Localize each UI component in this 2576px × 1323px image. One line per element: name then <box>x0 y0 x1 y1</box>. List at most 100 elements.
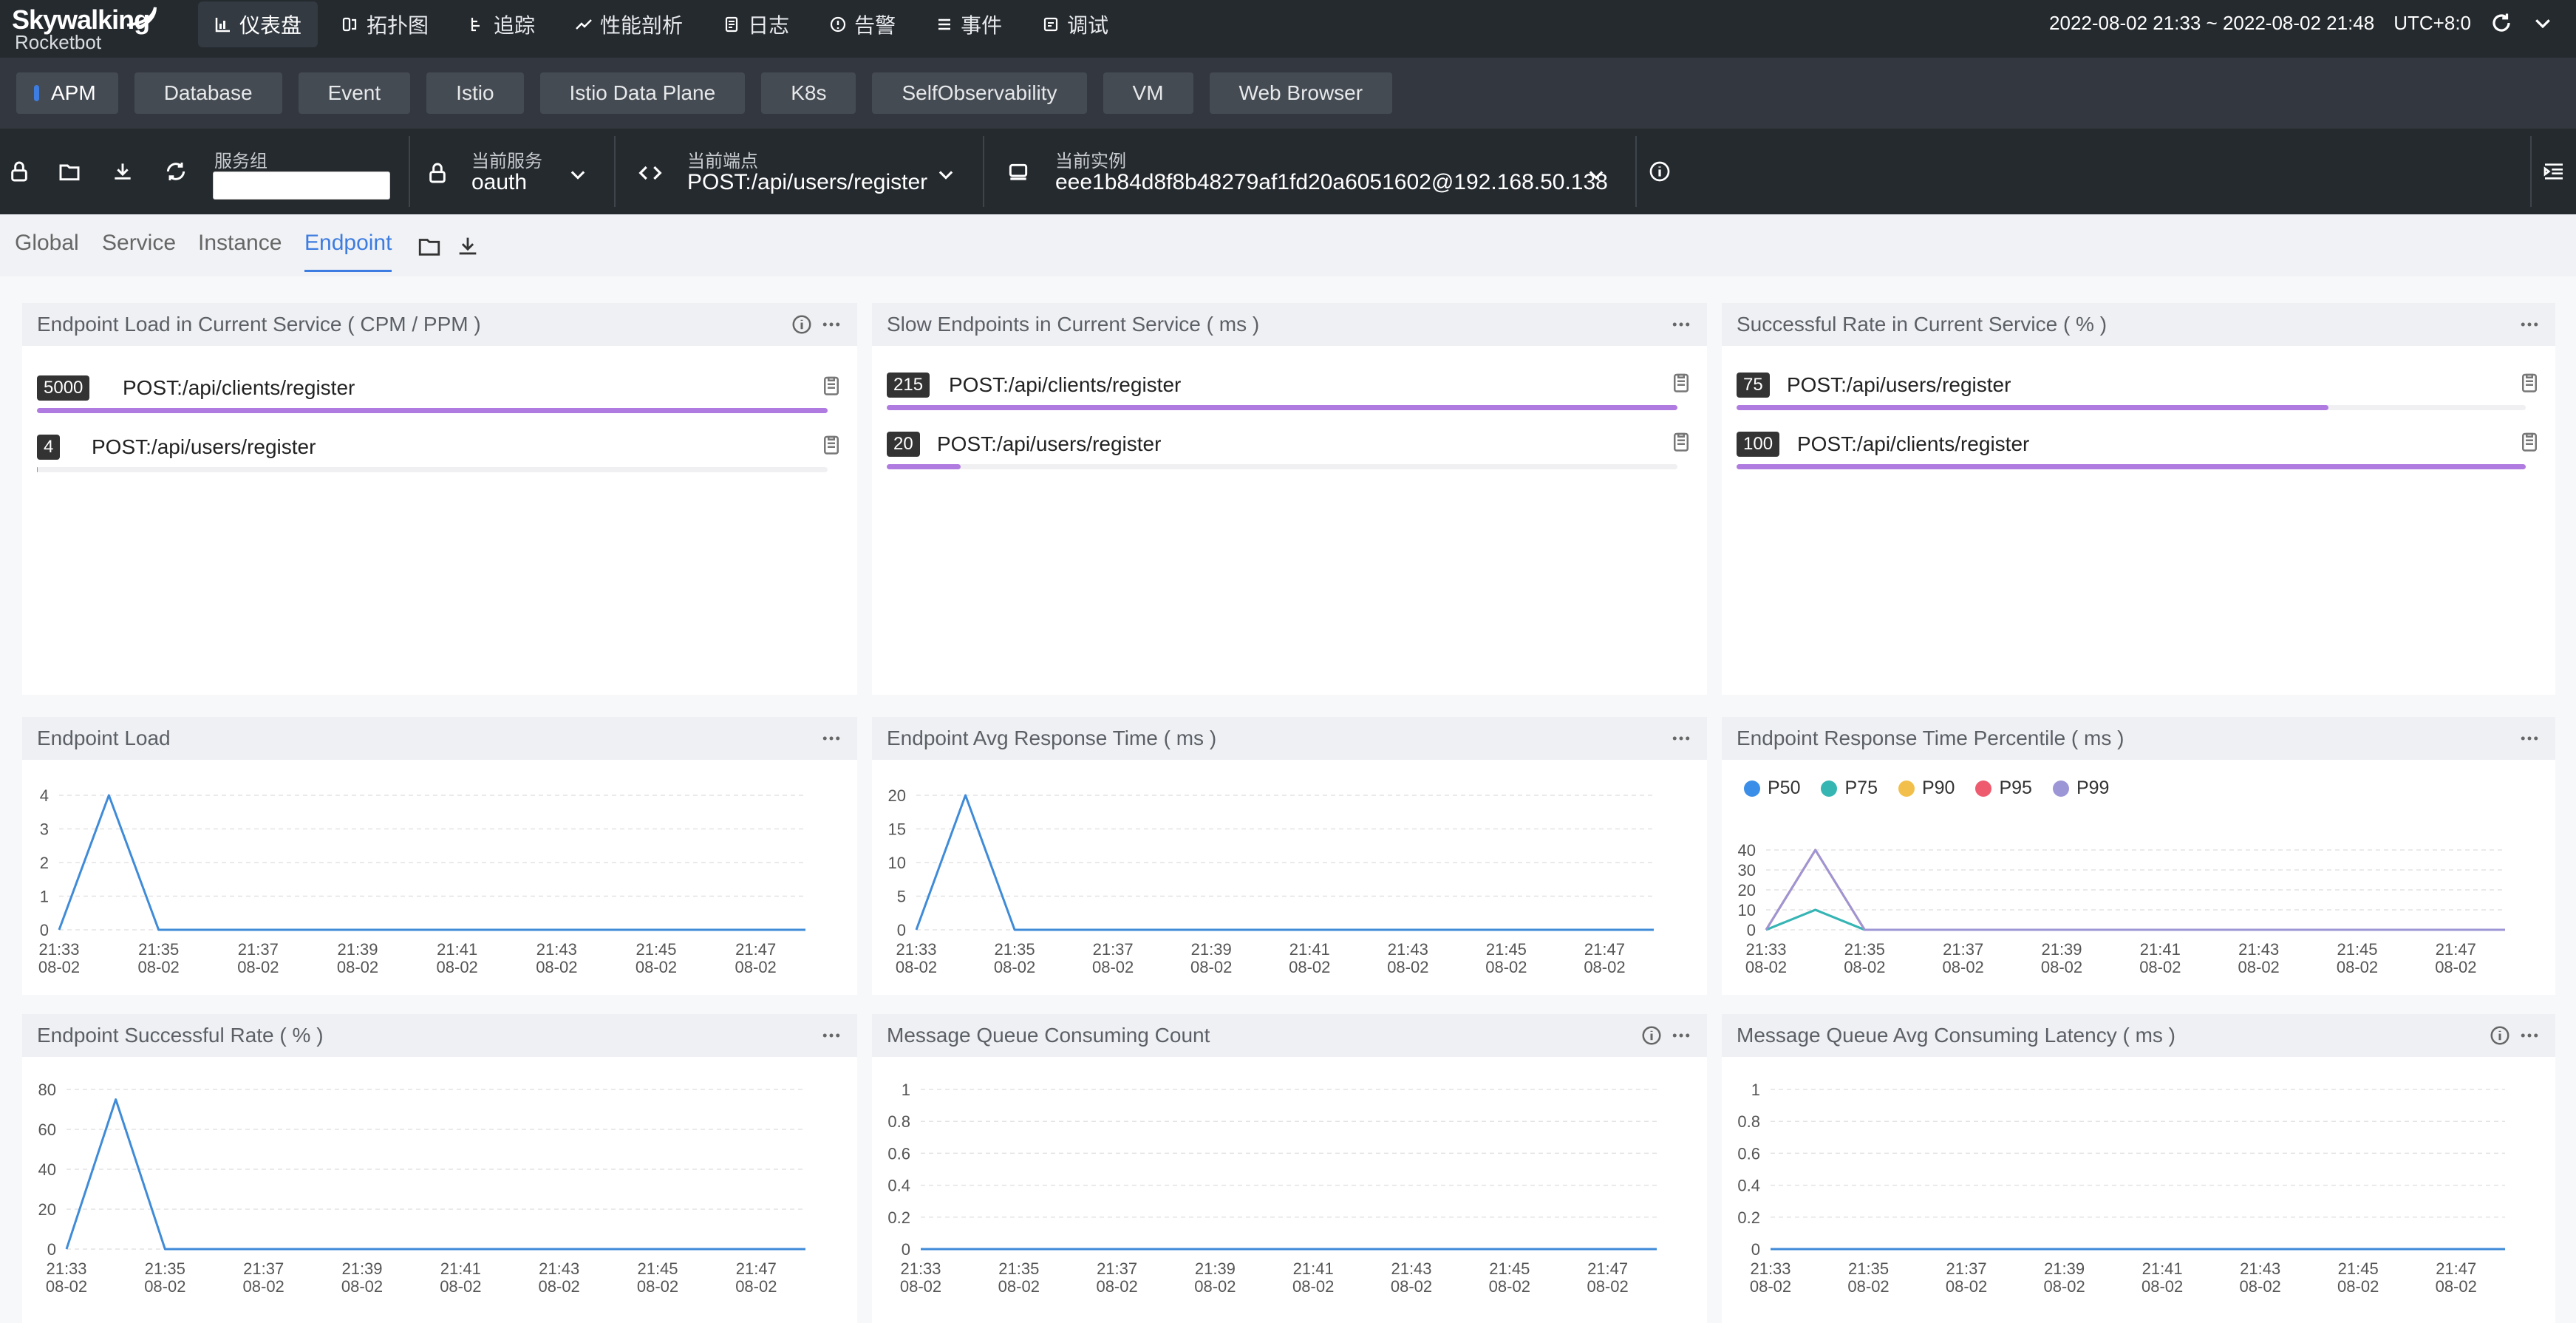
widget-title-text: Message Queue Avg Consuming Latency ( ms… <box>1737 1024 2176 1047</box>
legend-item[interactable]: P50 <box>1744 778 1800 799</box>
x-tick-label: 21:37 <box>1097 1259 1137 1278</box>
widget-title: Message Queue Avg Consuming Latency ( ms… <box>1722 1014 2555 1057</box>
layer-tab-k8s[interactable]: K8s <box>761 72 856 114</box>
nav-trace-label: 追踪 <box>494 14 536 37</box>
more-icon[interactable] <box>820 1024 842 1047</box>
more-icon[interactable] <box>1670 1024 1692 1047</box>
legend-item[interactable]: P95 <box>1975 778 2032 799</box>
tab-global[interactable]: Global <box>15 231 79 255</box>
nav-log[interactable]: 日志 <box>706 1 805 47</box>
x-tick-label: 08-02 <box>237 958 279 976</box>
nav-debug[interactable]: 调试 <box>1026 1 1125 47</box>
layer-tab-apm[interactable]: APM <box>16 72 118 114</box>
nav-dashboard[interactable]: 仪表盘 <box>198 1 318 47</box>
indent-icon[interactable] <box>2542 160 2566 183</box>
x-tick-label: 08-02 <box>46 1277 87 1296</box>
legend-item[interactable]: P75 <box>1821 778 1878 799</box>
progress-fill <box>1737 464 2526 469</box>
y-tick-label: 0 <box>47 1240 56 1259</box>
more-icon[interactable] <box>2518 1024 2541 1047</box>
clipboard-icon[interactable] <box>820 373 842 398</box>
more-icon[interactable] <box>2518 313 2541 336</box>
x-tick-label: 08-02 <box>1391 1277 1432 1296</box>
tab-instance[interactable]: Instance <box>198 231 282 255</box>
layer-tab-istio-data-plane[interactable]: Istio Data Plane <box>539 72 746 114</box>
more-icon[interactable] <box>1670 313 1692 336</box>
nav-topology[interactable]: 拓扑图 <box>325 1 445 47</box>
nav-alarm[interactable]: 告警 <box>813 1 912 47</box>
layer-tab-selfobservability[interactable]: SelfObservability <box>872 72 1087 114</box>
y-tick-label: 0.2 <box>887 1208 910 1227</box>
chevron-down-icon <box>570 171 585 180</box>
list-item[interactable]: 20 POST:/api/users/register <box>887 421 1692 480</box>
clipboard-icon[interactable] <box>2518 429 2541 454</box>
clipboard-icon[interactable] <box>1670 370 1692 395</box>
value-badge: 4 <box>37 435 61 460</box>
info-icon[interactable] <box>2489 1024 2511 1047</box>
x-tick-label: 21:37 <box>238 940 279 959</box>
folder-icon[interactable] <box>58 160 81 183</box>
nav-profile[interactable]: 性能剖析 <box>559 1 699 47</box>
folder-icon[interactable] <box>417 234 442 259</box>
more-icon[interactable] <box>1670 727 1692 749</box>
endpoint-name: POST:/api/clients/register <box>123 376 355 399</box>
service-group-selector: 服务组 <box>0 129 414 214</box>
layer-tab-web-browser[interactable]: Web Browser <box>1209 72 1393 114</box>
instance-label: 当前实例 <box>1055 152 1126 171</box>
more-icon[interactable] <box>2518 727 2541 749</box>
info-icon[interactable] <box>1648 160 1672 183</box>
endpoint-selector[interactable]: 当前端点 POST:/api/users/register <box>619 129 981 214</box>
main-menu: 仪表盘 拓扑图 追踪 性能剖析 日志 告警 事件 调试 <box>198 0 1125 49</box>
x-tick-label: 08-02 <box>1750 1277 1791 1296</box>
clipboard-icon[interactable] <box>820 432 842 457</box>
nav-event[interactable]: 事件 <box>919 1 1018 47</box>
x-tick-label: 21:33 <box>38 940 79 959</box>
alarm-icon <box>830 16 846 33</box>
logo-wordmark: Skywalking <box>12 4 150 35</box>
clipboard-icon[interactable] <box>2518 370 2541 395</box>
info-icon[interactable] <box>791 313 813 336</box>
more-icon[interactable] <box>820 313 842 336</box>
refresh-icon[interactable] <box>2490 12 2512 34</box>
info-icon[interactable] <box>1640 1024 1663 1047</box>
service-selector[interactable]: 当前服务 oauth <box>414 129 613 214</box>
nav-trace[interactable]: 追踪 <box>452 1 551 47</box>
widget-title: Message Queue Consuming Count <box>872 1014 1707 1057</box>
list-item[interactable]: 215 POST:/api/clients/register <box>887 362 1692 421</box>
x-tick-label: 08-02 <box>1946 1277 1987 1296</box>
list-item[interactable]: 4 POST:/api/users/register <box>37 424 842 483</box>
more-icon[interactable] <box>820 727 842 749</box>
y-tick-label: 1 <box>40 888 49 906</box>
value-badge: 215 <box>887 373 930 398</box>
list-item[interactable]: 5000 POST:/api/clients/register <box>37 365 842 424</box>
list-item[interactable]: 100 POST:/api/clients/register <box>1737 421 2541 480</box>
legend-item[interactable]: P90 <box>1898 778 1955 799</box>
skywalking-logo[interactable]: Skywalking Rocketbot <box>12 1 160 55</box>
sync-icon[interactable] <box>164 160 188 183</box>
tab-service[interactable]: Service <box>102 231 177 255</box>
chevron-down-icon[interactable] <box>2532 12 2554 34</box>
legend-label: P99 <box>2076 778 2110 798</box>
tab-endpoint[interactable]: Endpoint <box>304 231 392 272</box>
download-icon[interactable] <box>455 234 480 259</box>
time-range[interactable]: 2022-08-02 21:33 ~ 2022-08-02 21:48 <box>2049 11 2375 34</box>
download-icon[interactable] <box>111 160 134 183</box>
service-group-input[interactable] <box>213 171 390 200</box>
timezone[interactable]: UTC+8:0 <box>2393 11 2471 34</box>
nav-alarm-label: 告警 <box>854 14 896 37</box>
clipboard-icon[interactable] <box>1670 429 1692 454</box>
profile-icon <box>576 19 592 30</box>
instance-selector[interactable]: 当前实例 eee1b84d8f8b48279af1fd20a6051602@19… <box>987 129 1638 214</box>
x-tick-label: 21:35 <box>138 940 179 959</box>
layer-tab-database[interactable]: Database <box>134 72 282 114</box>
legend-item[interactable]: P99 <box>2052 778 2110 799</box>
line-chart: 00.20.40.60.8121:3308-0221:3508-0221:370… <box>1737 1081 2505 1296</box>
layer-tab-vm[interactable]: VM <box>1103 72 1193 114</box>
series-line <box>58 794 805 931</box>
layer-tab-event[interactable]: Event <box>298 72 411 114</box>
layer-tab-label: Istio <box>456 81 494 104</box>
list-item[interactable]: 75 POST:/api/users/register <box>1737 362 2541 421</box>
y-tick-label: 2 <box>40 854 49 872</box>
layer-tab-istio[interactable]: Istio <box>426 72 524 114</box>
lock-icon[interactable] <box>7 160 31 183</box>
